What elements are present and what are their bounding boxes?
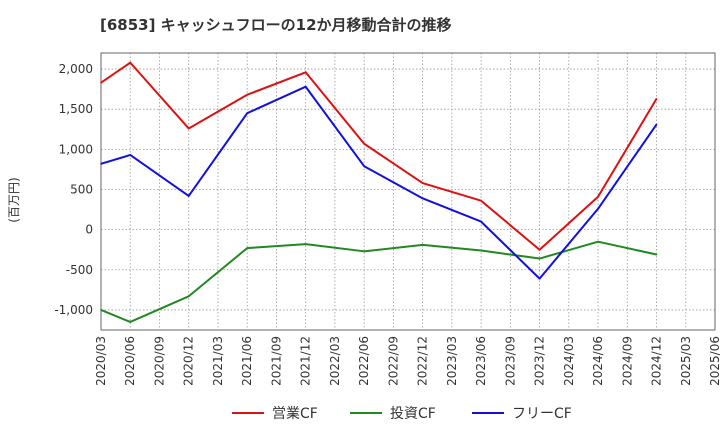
data-point (187, 295, 190, 298)
legend-label: 投資CF (390, 406, 436, 422)
x-tick-label: 2021/03 (211, 336, 225, 386)
data-point (129, 61, 132, 64)
data-point (421, 182, 424, 184)
x-tick-label: 2021/06 (240, 336, 254, 386)
x-tick-label: 2023/09 (503, 336, 517, 386)
data-point (246, 112, 248, 115)
data-point (129, 154, 132, 156)
x-tick-label: 2024/09 (620, 336, 634, 386)
x-tick-label: 2020/12 (182, 336, 196, 386)
x-tick-label: 2023/12 (533, 336, 547, 386)
data-point (363, 250, 365, 253)
x-tick-label: 2024/12 (650, 336, 664, 386)
y-tick-label: -1,000 (54, 303, 93, 317)
x-tick-label: 2025/06 (708, 336, 720, 386)
series-line-0 (100, 61, 658, 251)
x-tick-label: 2021/12 (299, 336, 313, 386)
data-point (304, 71, 307, 74)
data-point (655, 97, 658, 100)
data-point (363, 142, 365, 145)
plot-frame (100, 52, 716, 331)
x-tick-label: 2023/03 (445, 336, 459, 386)
x-tick-label: 2023/06 (474, 336, 488, 386)
data-point (538, 257, 541, 260)
data-point (246, 247, 248, 249)
x-tick-label: 2022/06 (357, 336, 371, 386)
legend-label: フリーCF (512, 406, 572, 422)
y-tick-label: 1,000 (59, 142, 93, 156)
x-tick-label: 2020/06 (123, 336, 137, 386)
data-point (655, 123, 658, 126)
x-tick-label: 2024/06 (591, 336, 605, 386)
chart-title: [6853] キャッシュフローの12か月移動合計の推移 (100, 16, 452, 34)
x-tick-label: 2024/03 (562, 336, 576, 386)
y-tick-label: 500 (70, 182, 93, 196)
y-tick-label: 1,500 (59, 102, 93, 116)
data-point (304, 243, 307, 245)
data-point (655, 253, 658, 256)
data-point (597, 195, 599, 198)
y-tick-label: -500 (66, 263, 93, 277)
x-tick-label: 2022/03 (328, 336, 342, 386)
data-point (187, 127, 190, 130)
data-point (597, 240, 599, 243)
data-point (421, 197, 424, 200)
legend-label: 営業CF (272, 406, 318, 422)
data-point (100, 163, 102, 165)
data-point (480, 199, 482, 202)
data-point (363, 165, 365, 168)
x-tick-label: 2021/09 (269, 336, 283, 386)
data-point (421, 244, 424, 246)
data-point (129, 321, 132, 323)
data-point (597, 207, 599, 210)
data-point (246, 93, 248, 96)
x-tick-label: 2020/03 (94, 336, 108, 386)
data-point (304, 85, 307, 88)
data-point (100, 309, 102, 311)
y-axis-label: (百万円) (7, 177, 21, 222)
data-point (480, 249, 482, 252)
data-point (480, 220, 482, 223)
y-tick-label: 2,000 (59, 62, 93, 76)
y-tick-label: 0 (85, 223, 93, 237)
x-tick-label: 2025/03 (679, 336, 693, 386)
data-point (187, 195, 190, 197)
data-point (100, 81, 102, 84)
x-tick-label: 2022/09 (386, 336, 400, 386)
x-tick-label: 2022/12 (416, 336, 430, 386)
x-tick-label: 2020/09 (152, 336, 166, 386)
data-point (538, 248, 541, 251)
data-point (538, 277, 541, 280)
